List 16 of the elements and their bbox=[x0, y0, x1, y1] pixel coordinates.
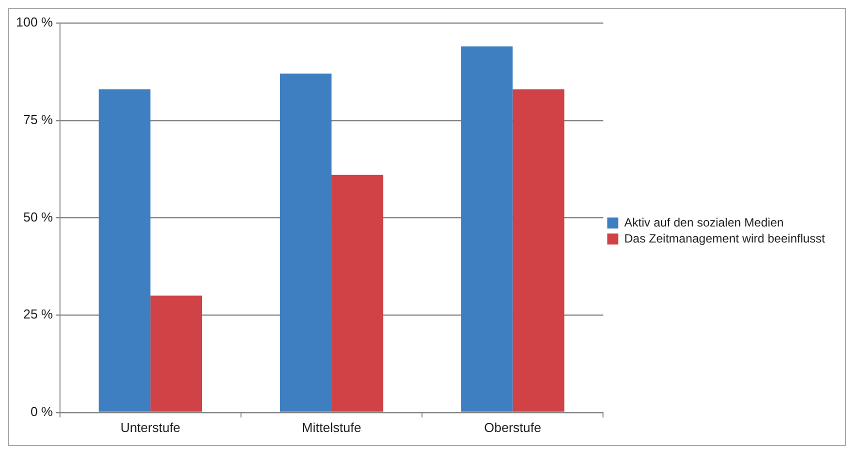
bar bbox=[150, 296, 202, 412]
bar bbox=[280, 74, 332, 412]
x-tick-label: Unterstufe bbox=[120, 420, 180, 435]
legend-label: Aktiv auf den sozialen Medien bbox=[624, 215, 784, 230]
bar bbox=[512, 89, 564, 412]
bar bbox=[332, 174, 384, 412]
bar bbox=[461, 46, 513, 412]
bar bbox=[98, 89, 150, 412]
x-tick-label: Mittelstufe bbox=[302, 420, 362, 435]
x-tick-label: Oberstufe bbox=[484, 420, 542, 435]
legend-label: Das Zeitmanagement wird beeinflusst bbox=[624, 231, 826, 246]
y-tick-label: 50 % bbox=[23, 209, 54, 224]
y-tick-label: 0 % bbox=[30, 404, 54, 419]
y-tick-label: 100 % bbox=[16, 14, 54, 30]
y-tick-label: 75 % bbox=[23, 112, 54, 127]
y-tick-label: 25 % bbox=[23, 306, 54, 322]
